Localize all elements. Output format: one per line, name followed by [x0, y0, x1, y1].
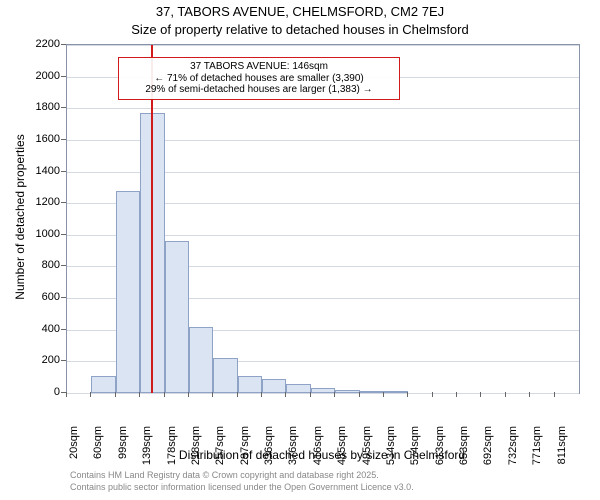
- xtick-label: 455sqm: [336, 426, 348, 476]
- ytick-mark: [61, 171, 66, 172]
- annotation-box: 37 TABORS AVENUE: 146sqm← 71% of detache…: [118, 57, 400, 100]
- xtick-mark: [407, 392, 408, 397]
- xtick-mark: [529, 392, 530, 397]
- xtick-label: 60sqm: [92, 426, 104, 476]
- histogram-bar: [311, 388, 335, 393]
- ytick-mark: [61, 107, 66, 108]
- plot-area: 37 TABORS AVENUE: 146sqm← 71% of detache…: [66, 44, 580, 394]
- ytick-mark: [61, 202, 66, 203]
- xtick-label: 574sqm: [409, 426, 421, 476]
- ytick-label: 400: [24, 323, 60, 335]
- xtick-label: 534sqm: [385, 426, 397, 476]
- histogram-bar: [189, 327, 213, 393]
- ytick-label: 1200: [24, 196, 60, 208]
- ytick-label: 1400: [24, 165, 60, 177]
- histogram-bar: [165, 241, 189, 393]
- gridline: [67, 108, 579, 109]
- annotation-line2: ← 71% of detached houses are smaller (3,…: [125, 73, 393, 85]
- ytick-label: 1600: [24, 133, 60, 145]
- xtick-label: 416sqm: [312, 426, 324, 476]
- xtick-mark: [432, 392, 433, 397]
- xtick-label: 376sqm: [287, 426, 299, 476]
- histogram-bar: [91, 376, 115, 393]
- ytick-label: 600: [24, 291, 60, 303]
- xtick-label: 218sqm: [190, 426, 202, 476]
- xtick-label: 336sqm: [263, 426, 275, 476]
- xtick-mark: [383, 392, 384, 397]
- histogram-bar: [360, 391, 384, 393]
- xtick-mark: [237, 392, 238, 397]
- ytick-label: 0: [24, 386, 60, 398]
- gridline: [67, 393, 579, 394]
- chart-title-line1: 37, TABORS AVENUE, CHELMSFORD, CM2 7EJ: [0, 4, 600, 19]
- xtick-label: 771sqm: [531, 426, 543, 476]
- ytick-mark: [61, 76, 66, 77]
- xtick-label: 139sqm: [141, 426, 153, 476]
- histogram-bar: [116, 191, 140, 393]
- xtick-label: 653sqm: [458, 426, 470, 476]
- ytick-mark: [61, 329, 66, 330]
- xtick-label: 692sqm: [482, 426, 494, 476]
- ytick-label: 1800: [24, 101, 60, 113]
- xtick-mark: [554, 392, 555, 397]
- ytick-label: 2000: [24, 70, 60, 82]
- ytick-mark: [61, 360, 66, 361]
- xtick-label: 495sqm: [361, 426, 373, 476]
- xtick-mark: [212, 392, 213, 397]
- ytick-mark: [61, 234, 66, 235]
- xtick-mark: [505, 392, 506, 397]
- ytick-mark: [61, 44, 66, 45]
- xtick-mark: [188, 392, 189, 397]
- xtick-label: 99sqm: [117, 426, 129, 476]
- ytick-mark: [61, 297, 66, 298]
- ytick-label: 200: [24, 354, 60, 366]
- xtick-mark: [456, 392, 457, 397]
- chart-container: 37, TABORS AVENUE, CHELMSFORD, CM2 7EJ S…: [0, 0, 600, 500]
- xtick-mark: [139, 392, 140, 397]
- annotation-line1: 37 TABORS AVENUE: 146sqm: [125, 61, 393, 73]
- gridline: [67, 45, 579, 46]
- xtick-mark: [164, 392, 165, 397]
- xtick-mark: [90, 392, 91, 397]
- xtick-mark: [480, 392, 481, 397]
- histogram-bar: [238, 376, 262, 393]
- xtick-label: 613sqm: [434, 426, 446, 476]
- histogram-bar: [335, 390, 359, 393]
- xtick-mark: [310, 392, 311, 397]
- chart-title-line2: Size of property relative to detached ho…: [0, 22, 600, 37]
- xtick-mark: [285, 392, 286, 397]
- xtick-label: 732sqm: [507, 426, 519, 476]
- xtick-label: 178sqm: [166, 426, 178, 476]
- histogram-bar: [286, 384, 310, 393]
- ytick-label: 800: [24, 259, 60, 271]
- xtick-mark: [261, 392, 262, 397]
- ytick-mark: [61, 139, 66, 140]
- histogram-bar: [384, 391, 408, 393]
- ytick-mark: [61, 265, 66, 266]
- xtick-label: 297sqm: [239, 426, 251, 476]
- xtick-mark: [334, 392, 335, 397]
- annotation-line3: 29% of semi-detached houses are larger (…: [125, 84, 393, 96]
- ytick-label: 1000: [24, 228, 60, 240]
- xtick-label: 20sqm: [68, 426, 80, 476]
- xtick-mark: [359, 392, 360, 397]
- xtick-mark: [115, 392, 116, 397]
- histogram-bar: [213, 358, 237, 393]
- xtick-label: 257sqm: [214, 426, 226, 476]
- histogram-bar: [262, 379, 286, 393]
- ytick-label: 2200: [24, 38, 60, 50]
- xtick-label: 811sqm: [556, 426, 568, 476]
- footer-line2: Contains public sector information licen…: [70, 482, 414, 492]
- xtick-mark: [66, 392, 67, 397]
